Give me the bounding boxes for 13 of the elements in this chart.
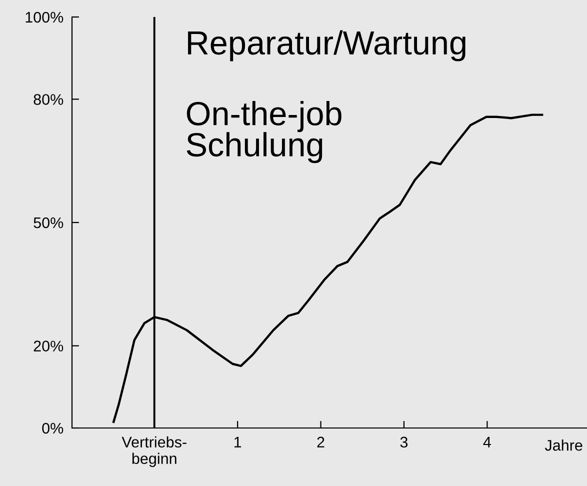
y-tick-label: 80% — [34, 94, 64, 105]
annotation: On-the-job Schulung — [186, 101, 342, 164]
y-tick-label: 50% — [34, 217, 64, 228]
x-tick-label: 2 — [317, 436, 324, 448]
y-tick-label: 100% — [26, 12, 64, 23]
x-axis-title: Jahre — [544, 440, 582, 451]
y-tick-label: 0% — [42, 422, 64, 434]
x-tick-label: 3 — [400, 436, 408, 448]
x-tick-label: 1 — [234, 436, 242, 448]
y-tick-label: 20% — [34, 340, 64, 352]
annotation: Reparatur/Wartung — [188, 30, 466, 62]
x-tick-label: 4 — [483, 436, 491, 448]
x-tick-label: Vertriebs- beginn — [122, 436, 186, 468]
